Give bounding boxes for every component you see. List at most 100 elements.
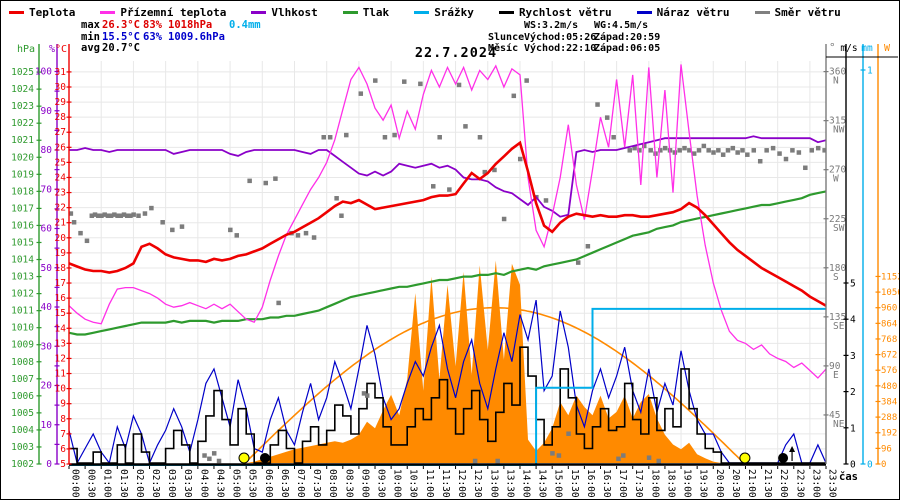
stat-moonrise: Východ:22:10 bbox=[524, 43, 597, 54]
svg-text:04:30: 04:30 bbox=[214, 469, 225, 498]
svg-text:4: 4 bbox=[850, 315, 856, 326]
legend-label: Teplota bbox=[29, 5, 76, 19]
moonrise-arrow-icon bbox=[789, 446, 796, 452]
svg-text:672: 672 bbox=[881, 351, 897, 361]
svg-text:12:00: 12:00 bbox=[456, 469, 467, 498]
stat-moon-label: Měsíc bbox=[488, 43, 519, 54]
sunset-marker-icon bbox=[739, 452, 751, 464]
svg-text:06:30: 06:30 bbox=[279, 469, 290, 498]
svg-text:N: N bbox=[833, 76, 839, 87]
svg-text:14: 14 bbox=[55, 323, 67, 334]
moonrise-marker-icon bbox=[778, 453, 789, 463]
svg-text:5: 5 bbox=[60, 459, 66, 470]
svg-text:08:00: 08:00 bbox=[327, 469, 338, 498]
wind-speed-series bbox=[69, 346, 826, 464]
svg-text:40: 40 bbox=[41, 302, 53, 313]
svg-text:180: 180 bbox=[829, 263, 846, 274]
svg-text:960: 960 bbox=[881, 304, 897, 314]
svg-text:1010: 1010 bbox=[11, 323, 34, 334]
svg-text:5: 5 bbox=[850, 279, 856, 290]
legend-item-8: Směr větru bbox=[754, 5, 841, 19]
humidity-series bbox=[69, 135, 826, 218]
svg-text:°: ° bbox=[829, 41, 836, 54]
svg-text:27: 27 bbox=[55, 127, 66, 138]
svg-text:00:00: 00:00 bbox=[70, 469, 81, 498]
svg-text:22: 22 bbox=[55, 203, 66, 214]
svg-text:1004: 1004 bbox=[11, 425, 34, 436]
legend-item-5: Srážky bbox=[414, 6, 474, 19]
wind-gust-series bbox=[69, 299, 826, 465]
svg-text:%: % bbox=[49, 44, 55, 55]
svg-text:1003: 1003 bbox=[11, 442, 34, 453]
svg-text:18:00: 18:00 bbox=[649, 469, 660, 498]
svg-text:1024: 1024 bbox=[11, 84, 34, 95]
chart-title-date: 22.7.2024 bbox=[414, 45, 498, 61]
sun-moon-markers bbox=[238, 446, 796, 464]
svg-text:23: 23 bbox=[55, 188, 66, 199]
svg-text:04:00: 04:00 bbox=[198, 469, 209, 498]
rain-cumulative-series bbox=[69, 307, 826, 466]
svg-text:07:00: 07:00 bbox=[295, 469, 306, 498]
svg-text:1012: 1012 bbox=[11, 289, 34, 300]
series-layer bbox=[69, 64, 826, 466]
stats-row-min: min 15.5°C 63% 1009.6hPa bbox=[81, 30, 261, 44]
legend-label: Přízemní teplota bbox=[120, 5, 227, 19]
stat-min-pressure: 1009.6hPa bbox=[168, 30, 225, 43]
svg-text:10: 10 bbox=[41, 420, 53, 431]
svg-text:8: 8 bbox=[60, 414, 66, 425]
svg-text:15: 15 bbox=[55, 308, 66, 319]
svg-text:135: 135 bbox=[829, 312, 846, 323]
svg-text:16: 16 bbox=[55, 293, 67, 304]
svg-text:1002: 1002 bbox=[11, 459, 34, 470]
svg-text:17:30: 17:30 bbox=[633, 469, 644, 498]
svg-text:31: 31 bbox=[55, 67, 67, 78]
svg-text:1019: 1019 bbox=[11, 169, 34, 180]
stat-moonset: Západ:06:05 bbox=[594, 43, 661, 54]
svg-text:01:30: 01:30 bbox=[118, 469, 129, 498]
svg-text:mm: mm bbox=[861, 43, 873, 54]
svg-text:2: 2 bbox=[850, 387, 856, 398]
svg-text:20:30: 20:30 bbox=[730, 469, 741, 498]
stat-max-pressure: 1018hPa bbox=[168, 19, 213, 31]
svg-text:1023: 1023 bbox=[11, 101, 34, 112]
rain-axis: mm 0 1 bbox=[860, 43, 873, 471]
svg-text:19: 19 bbox=[55, 248, 67, 259]
stat-max-humidity: 83% bbox=[143, 19, 162, 31]
stat-avg-temp: 20.7°C bbox=[102, 42, 140, 54]
svg-text:288: 288 bbox=[881, 413, 897, 423]
svg-text:96: 96 bbox=[881, 444, 892, 454]
svg-text:1: 1 bbox=[850, 423, 856, 434]
svg-text:1005: 1005 bbox=[11, 408, 34, 419]
stat-max-label: max bbox=[81, 19, 100, 31]
svg-text:12: 12 bbox=[55, 353, 66, 364]
svg-text:360: 360 bbox=[829, 67, 846, 78]
svg-text:90: 90 bbox=[829, 361, 841, 372]
stat-min-label: min bbox=[81, 30, 100, 43]
stat-sunset: Západ:20:59 bbox=[594, 31, 661, 43]
svg-text:11:00: 11:00 bbox=[424, 469, 435, 498]
temperature-axis: °C 5 6 7 8 9 10 11 12 13 14 15 16 17 18 19 20 21 22 23 24 25 2… bbox=[55, 44, 72, 470]
svg-text:02:00: 02:00 bbox=[134, 469, 145, 498]
svg-text:11:30: 11:30 bbox=[440, 469, 451, 498]
svg-text:19:30: 19:30 bbox=[698, 469, 709, 498]
svg-text:22:00: 22:00 bbox=[778, 469, 789, 498]
svg-text:13:00: 13:00 bbox=[488, 469, 499, 498]
svg-text:E: E bbox=[833, 370, 839, 381]
svg-text:m/s: m/s bbox=[840, 43, 857, 54]
svg-text:30: 30 bbox=[41, 341, 53, 352]
svg-text:14:30: 14:30 bbox=[537, 469, 548, 498]
svg-text:1021: 1021 bbox=[11, 135, 34, 146]
temperature-series bbox=[69, 140, 826, 307]
svg-text:60: 60 bbox=[41, 224, 53, 235]
svg-text:12:30: 12:30 bbox=[472, 469, 483, 498]
legend-item-4: Tlak bbox=[342, 6, 389, 19]
legend-label: Směr větru bbox=[774, 5, 841, 19]
svg-text:864: 864 bbox=[881, 319, 897, 329]
svg-text:°C: °C bbox=[55, 44, 67, 55]
ground-temperature-series bbox=[69, 64, 826, 379]
legend-label: Vlhkost bbox=[271, 5, 318, 19]
svg-text:20: 20 bbox=[55, 233, 67, 244]
legend-swatch-icon bbox=[342, 10, 358, 14]
